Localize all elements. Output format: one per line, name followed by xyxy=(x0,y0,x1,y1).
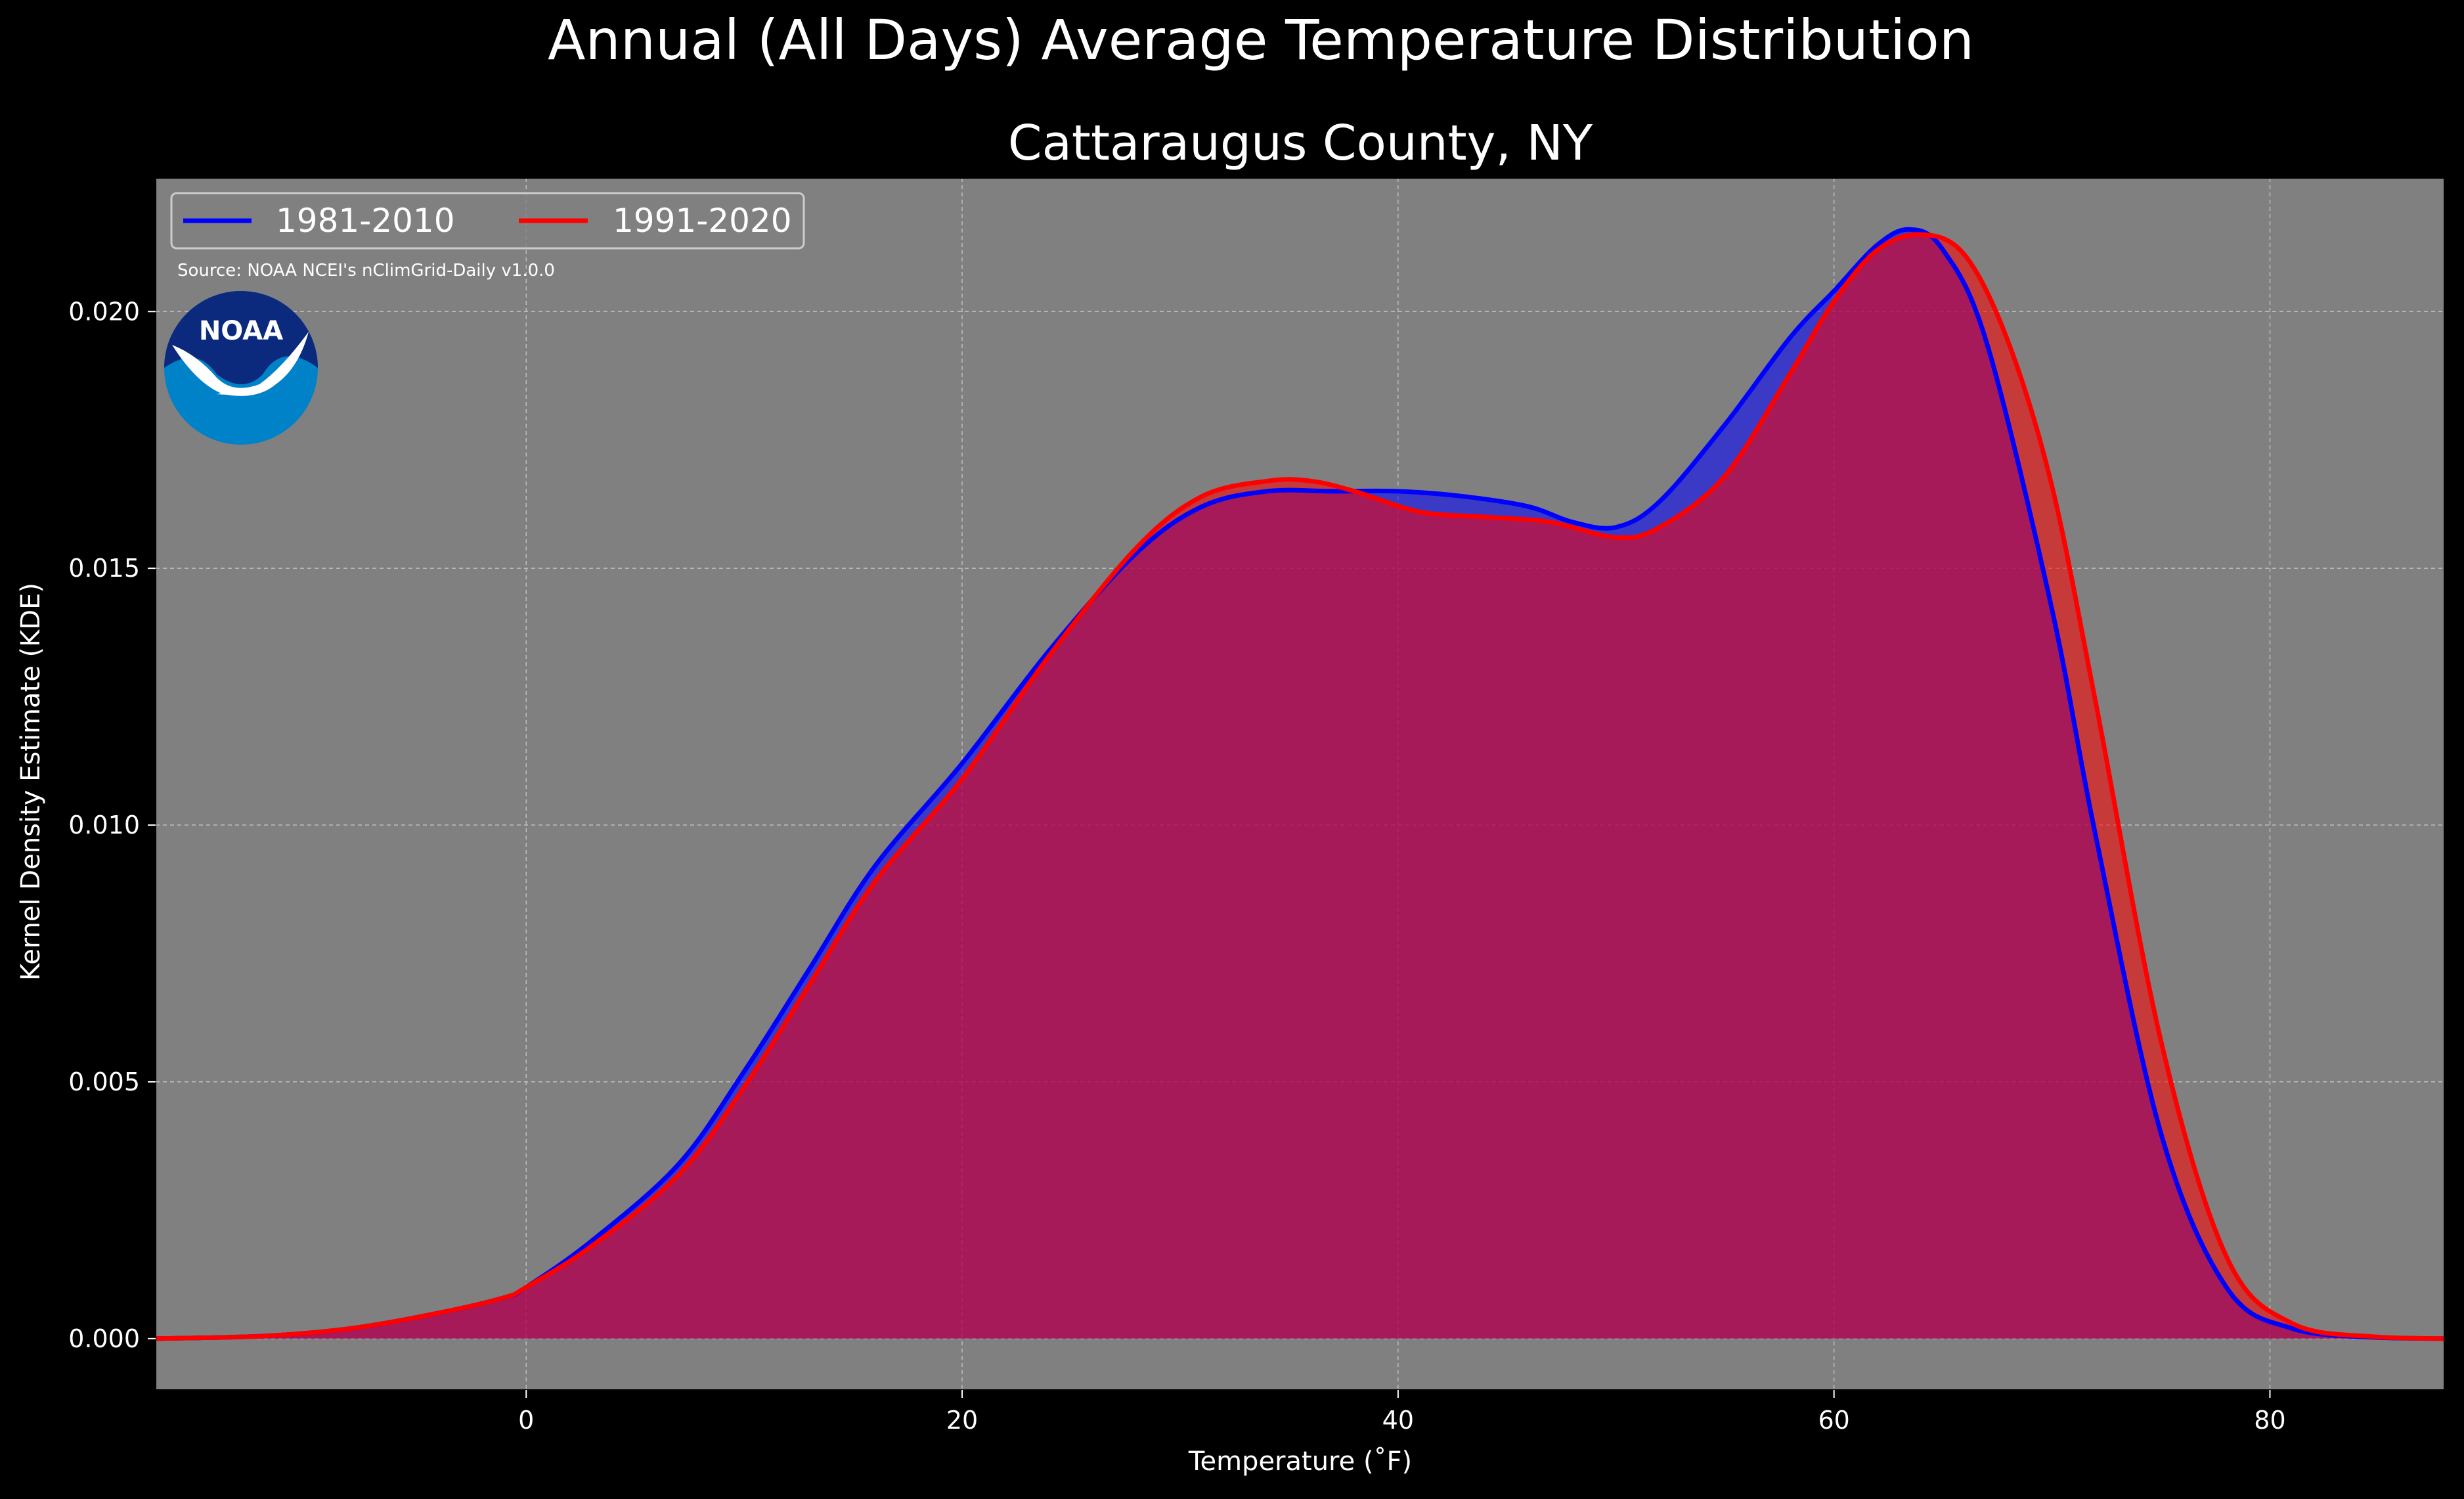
series-line-1981-2010 xyxy=(155,227,2445,1341)
y-axis-label: Kernel Density Estimate (KDE) xyxy=(16,583,46,981)
x-tick-label-0: 0 xyxy=(518,1406,534,1435)
y-tick-label-0: 0.000 xyxy=(68,1324,140,1353)
y-tick-label-2: 0.010 xyxy=(68,811,140,839)
area-fill-1991-2020 xyxy=(156,234,2444,1339)
tick-group: 0 20 40 60 80 0.000 0.005 0.010 0.015 0.020 xyxy=(68,297,2285,1435)
x-tick-label-3: 60 xyxy=(1818,1406,1849,1435)
y-tick-label-1: 0.005 xyxy=(68,1067,140,1096)
legend-label-1991-2020: 1991-2020 xyxy=(613,202,792,240)
legend: 1981-2010 1991-2020 xyxy=(170,192,805,250)
x-tick-label-4: 80 xyxy=(2254,1406,2285,1435)
x-axis-label: Temperature (˚F) xyxy=(1188,1446,1412,1477)
legend-label-1981-2010: 1981-2010 xyxy=(276,202,455,240)
svg-text:NOAA: NOAA xyxy=(199,316,283,346)
noaa-logo-icon: NOAA xyxy=(164,291,318,445)
figure-title: Annual (All Days) Average Temperature Di… xyxy=(548,8,1974,72)
series-group xyxy=(155,227,2445,1341)
y-tick-label-4: 0.020 xyxy=(68,297,140,326)
legend-box xyxy=(170,192,805,250)
x-tick-label-1: 20 xyxy=(946,1406,978,1435)
source-note: Source: NOAA NCEI's nClimGrid-Daily v1.0… xyxy=(177,261,555,280)
y-tick-label-3: 0.015 xyxy=(68,554,140,583)
x-tick-label-2: 40 xyxy=(1382,1406,1414,1435)
plot-frame xyxy=(155,177,2445,1391)
chart-subtitle: Cattaraugus County, NY xyxy=(1008,115,1593,171)
series-line-1991-2020 xyxy=(155,232,2445,1341)
